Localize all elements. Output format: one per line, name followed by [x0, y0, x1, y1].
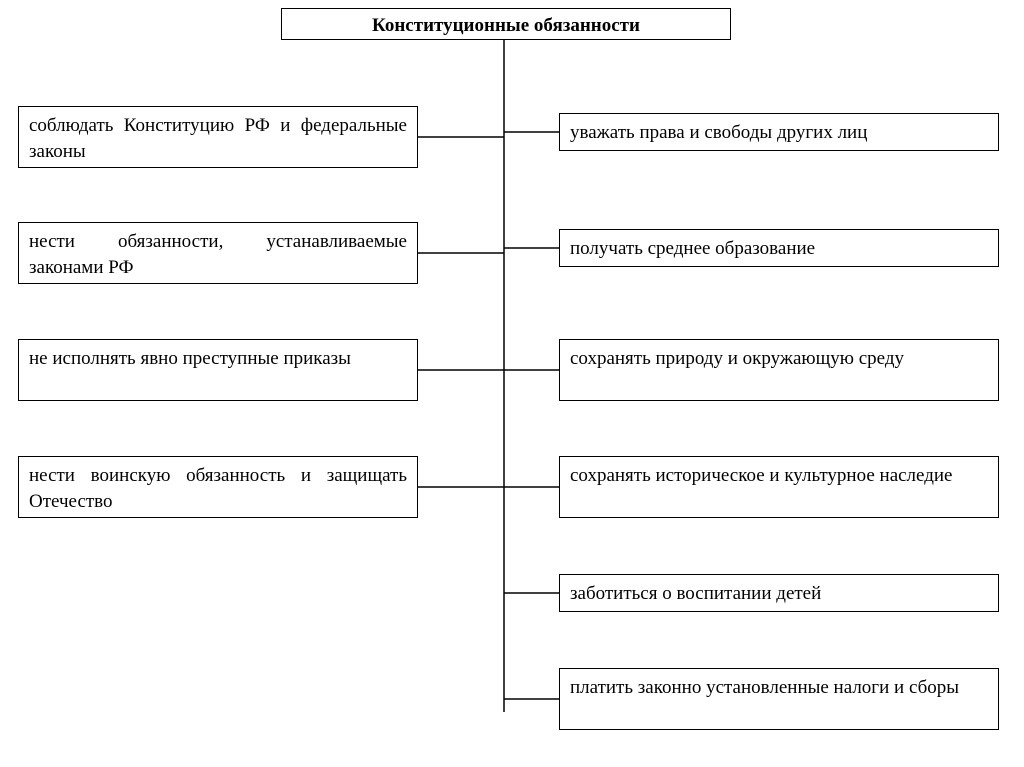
right-box-0: уважать права и свободы других лиц [559, 113, 999, 151]
right-box-1: получать среднее образование [559, 229, 999, 267]
left-box-3: нести воинскую обязанность и защищать От… [18, 456, 418, 518]
left-box-1: нести обязанности, устанавлива­емые зако… [18, 222, 418, 284]
right-box-2: сохранять природу и окружающую среду [559, 339, 999, 401]
diagram-title: Конституционные обязанности [281, 8, 731, 40]
diagram-canvas: Конституционные обязанности соблюдать Кон… [0, 0, 1024, 767]
left-box-0: соблюдать Конституцию РФ и федеральные з… [18, 106, 418, 168]
right-box-3: сохранять историческое и культурное насл… [559, 456, 999, 518]
right-box-4: заботиться о воспитании детей [559, 574, 999, 612]
right-box-5: платить законно установленные налоги и с… [559, 668, 999, 730]
left-box-2: не исполнять явно преступные приказы [18, 339, 418, 401]
